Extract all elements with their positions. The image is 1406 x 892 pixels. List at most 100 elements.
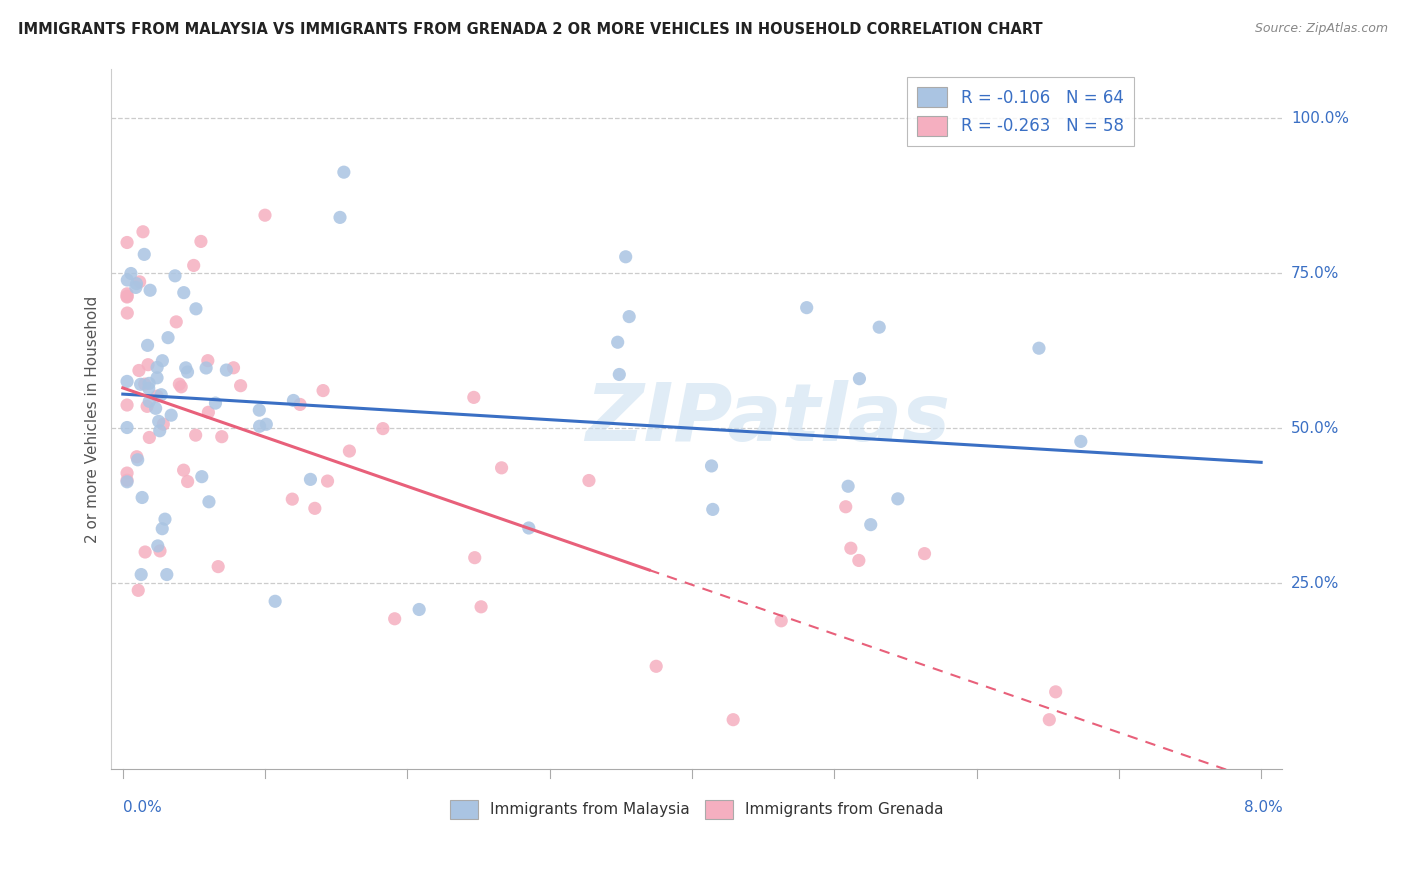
Point [299,472,322,486]
Point [115,289,138,303]
Point [211,430,233,444]
Point [702,502,724,516]
Point [149,544,172,558]
Point [408,602,430,616]
Point [138,381,160,395]
Point [134,377,156,392]
Point [371,421,394,435]
Point [129,567,152,582]
Point [868,320,890,334]
Point [115,375,138,389]
Text: ZIPatlas: ZIPatlas [585,380,949,458]
Point [165,315,187,329]
Point [1028,341,1050,355]
Point [848,372,870,386]
Point [264,594,287,608]
Point [148,414,170,428]
Point [197,353,219,368]
Point [146,360,169,375]
Point [125,450,148,464]
Point [470,599,492,614]
Point [169,377,191,392]
Point [1038,713,1060,727]
Point [198,495,221,509]
Point [136,338,159,352]
Point [195,361,218,376]
Point [215,363,238,377]
Text: 50.0%: 50.0% [1291,421,1339,435]
Point [127,583,149,598]
Point [770,614,793,628]
Point [176,365,198,379]
Point [170,380,193,394]
Point [247,403,270,417]
Point [183,259,205,273]
Point [197,405,219,419]
Point [128,363,150,377]
Point [157,331,180,345]
Point [174,360,197,375]
Point [134,247,156,261]
Point [191,469,214,483]
Point [160,408,183,422]
Point [839,541,862,556]
Point [115,473,138,487]
Point [117,306,139,320]
Point [222,360,245,375]
Point [606,335,628,350]
Point [115,290,138,304]
Point [249,419,271,434]
Point [859,517,882,532]
Point [117,273,139,287]
Point [153,512,176,526]
Point [316,474,339,488]
Point [132,225,155,239]
Point [134,545,156,559]
Point [463,390,485,404]
Point [914,547,936,561]
Point [848,553,870,567]
Point [835,500,858,514]
Point [1070,434,1092,449]
Point [796,301,818,315]
Text: Source: ZipAtlas.com: Source: ZipAtlas.com [1254,22,1388,36]
Point [184,428,207,442]
Point [173,285,195,300]
Point [163,268,186,283]
Y-axis label: 2 or more Vehicles in Household: 2 or more Vehicles in Household [86,295,100,542]
Point [138,394,160,409]
Text: 0.0%: 0.0% [122,800,162,815]
Point [125,277,148,291]
Point [131,491,153,505]
Point [721,713,744,727]
Point [150,353,173,368]
Point [146,371,169,385]
Text: 100.0%: 100.0% [1291,111,1348,126]
Point [1045,685,1067,699]
Point [254,417,277,432]
Point [149,424,172,438]
Point [115,235,138,250]
Point [173,463,195,477]
Point [128,275,150,289]
Point [127,452,149,467]
Point [150,388,173,402]
Point [329,211,352,225]
Point [312,384,335,398]
Point [491,460,513,475]
Text: 25.0%: 25.0% [1291,575,1339,591]
Point [115,420,138,434]
Point [304,501,326,516]
Point [464,550,486,565]
Point [136,400,159,414]
Point [607,368,630,382]
Point [207,559,229,574]
Point [283,393,305,408]
Point [204,396,226,410]
Point [281,492,304,507]
Point [115,398,138,412]
Point [139,283,162,297]
Point [229,378,252,392]
Point [288,397,311,411]
Point [517,521,540,535]
